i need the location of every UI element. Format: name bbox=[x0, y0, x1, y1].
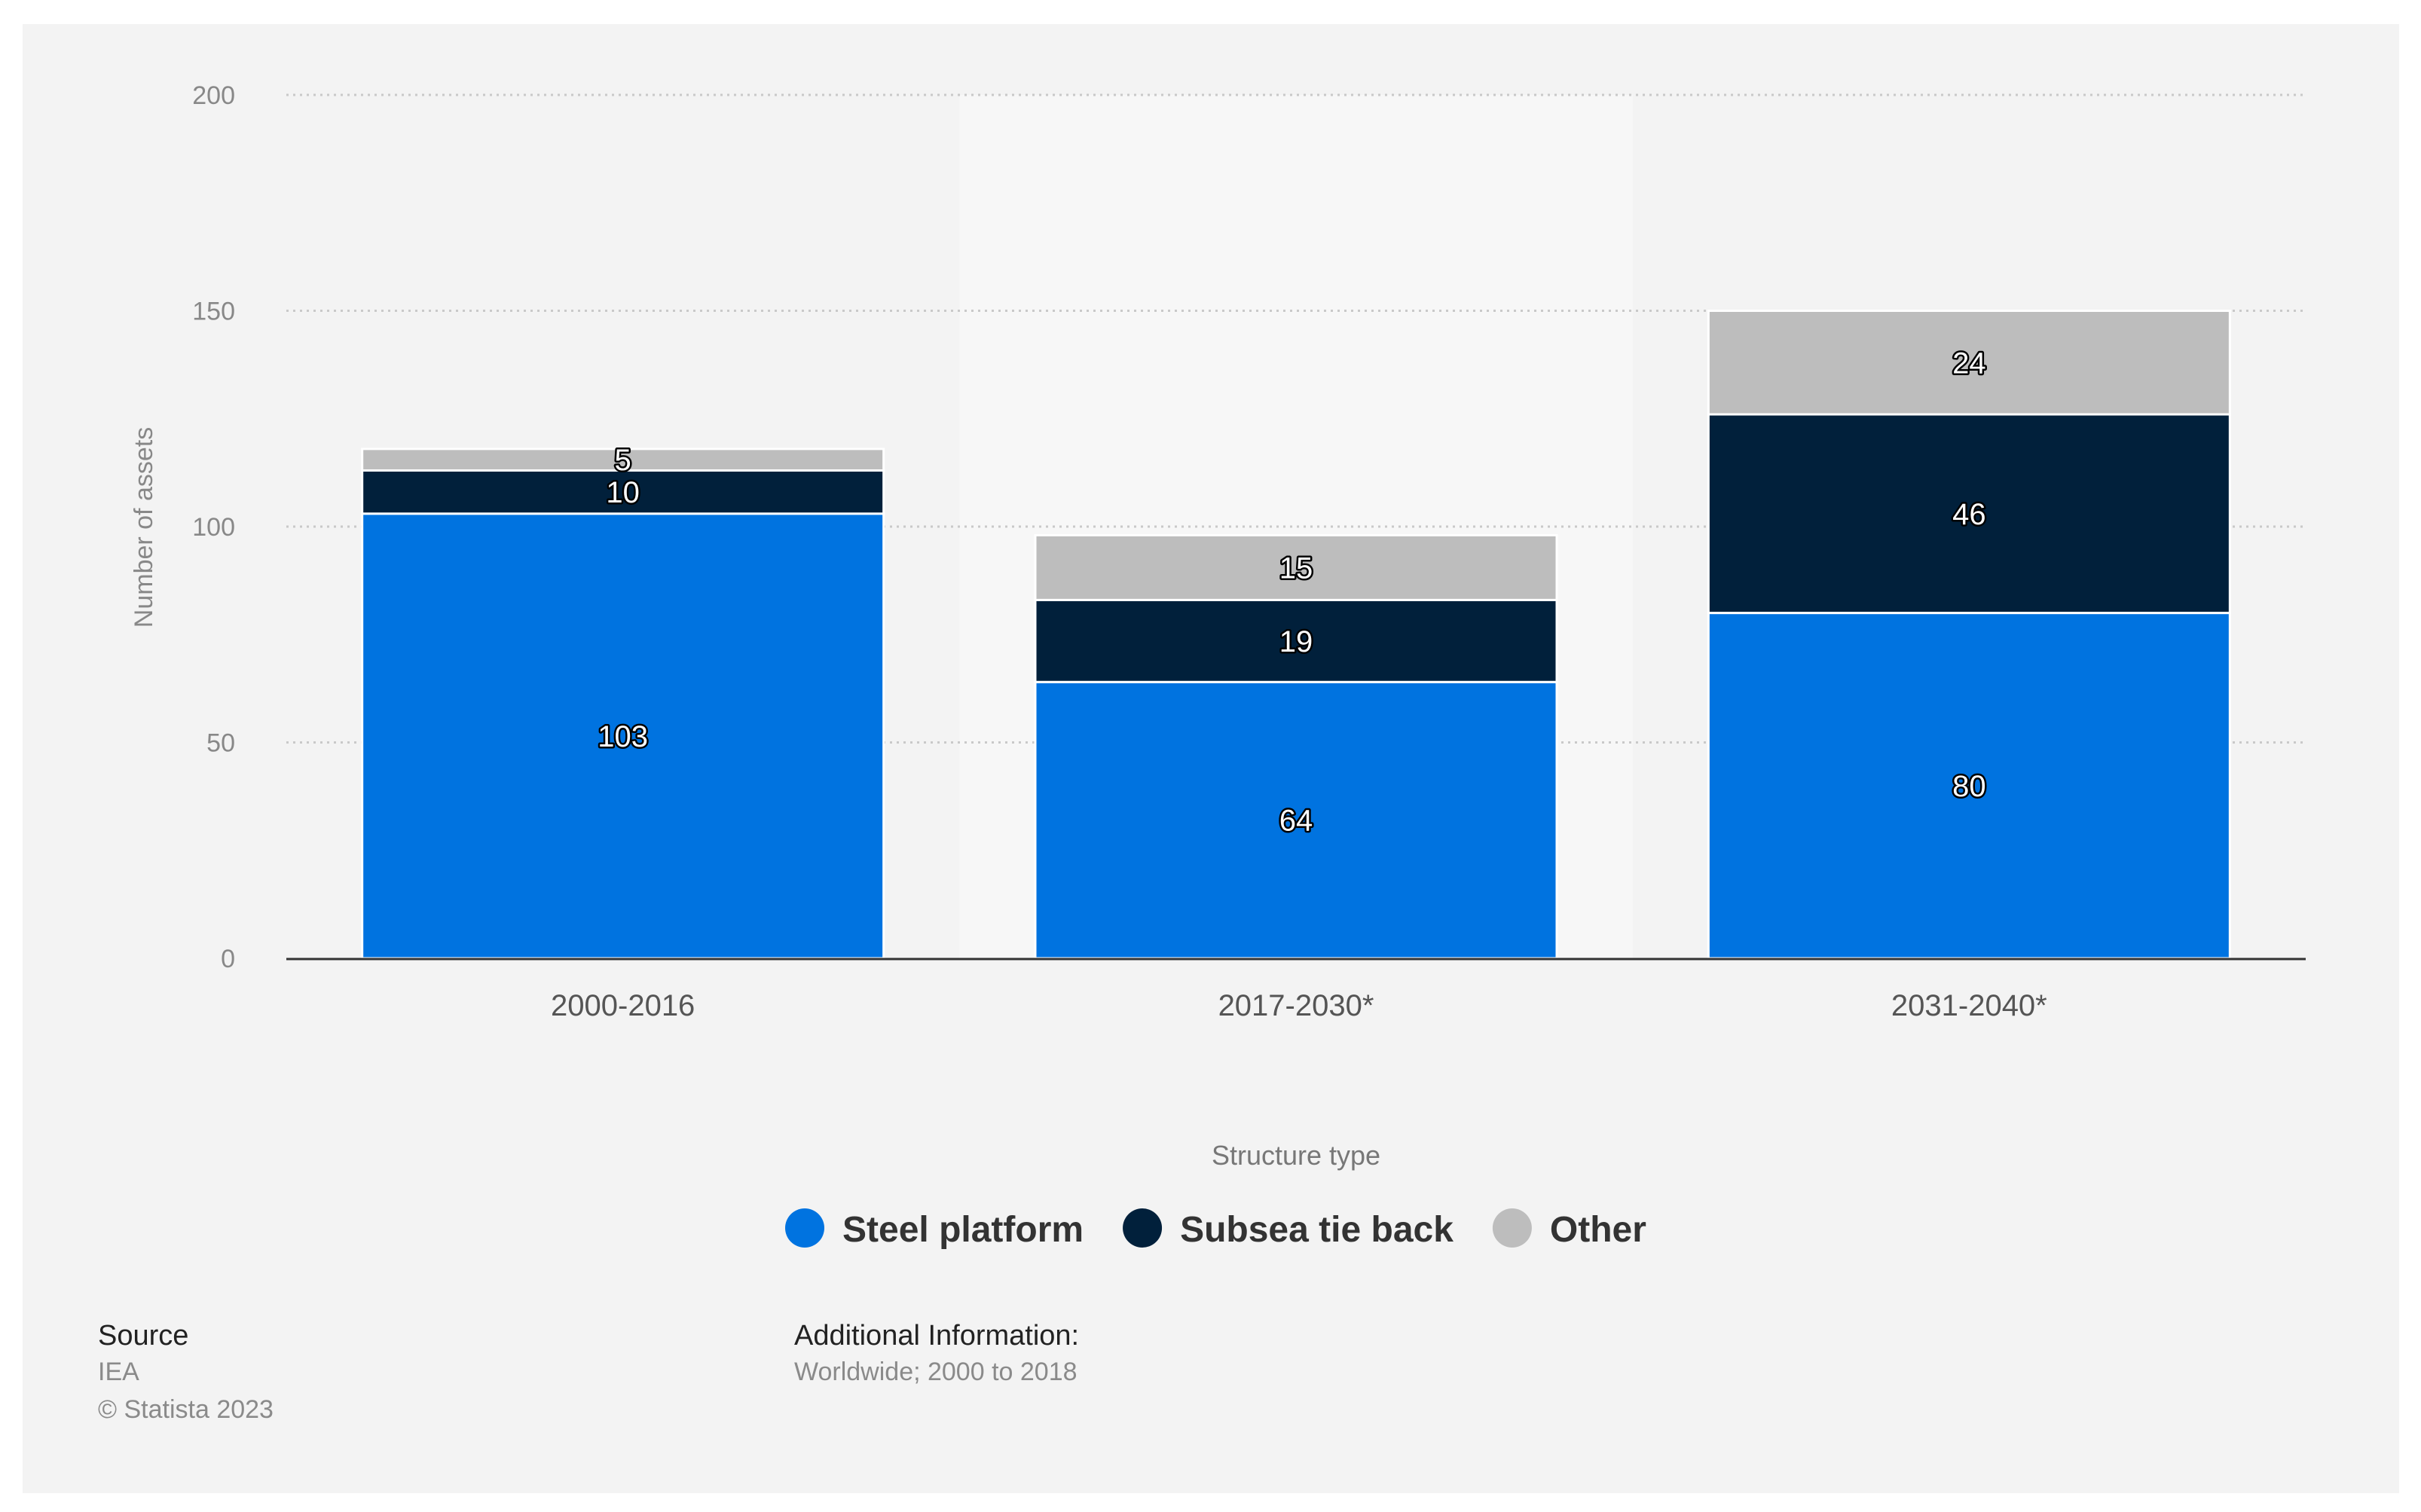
bar-segment bbox=[361, 447, 885, 472]
y-tick-label: 200 bbox=[192, 81, 235, 110]
bar-segment bbox=[1707, 413, 2231, 615]
y-axis-title: Number of assets bbox=[130, 427, 158, 628]
legend-marker bbox=[1123, 1208, 1163, 1248]
x-axis-ticks: 2000-2016 2017-2030* 2031-2040* bbox=[551, 989, 2047, 1022]
bar-segment bbox=[1034, 680, 1558, 960]
bar-segment bbox=[1034, 598, 1558, 683]
bar-segment bbox=[1034, 533, 1558, 601]
legend-marker bbox=[1492, 1208, 1532, 1248]
bar-segment bbox=[1707, 612, 2231, 960]
bars bbox=[361, 310, 2231, 960]
data-label: 103 bbox=[598, 720, 648, 753]
data-label: 24 bbox=[1952, 347, 1986, 380]
data-label: 46 bbox=[1952, 498, 1986, 531]
data-label: 10 bbox=[606, 476, 640, 509]
chart-frame: 0 50 100 150 200 103 10 5 64 19 15 80 46 24 2000-201… bbox=[23, 24, 2399, 1493]
legend-marker bbox=[785, 1208, 824, 1248]
source-name: IEA bbox=[98, 1358, 139, 1386]
additional-info-title: Additional Information: bbox=[794, 1320, 1080, 1352]
y-axis-ticks: 0 50 100 150 200 bbox=[192, 81, 235, 973]
data-label: 15 bbox=[1279, 551, 1313, 585]
data-label: 80 bbox=[1952, 770, 1986, 803]
data-label: 64 bbox=[1279, 805, 1313, 838]
bar-segment bbox=[361, 512, 885, 960]
y-tick-label: 0 bbox=[221, 945, 235, 973]
legend-label: Subsea tie back bbox=[1180, 1210, 1454, 1250]
bar-segment bbox=[1707, 310, 2231, 416]
source-block: Source IEA © Statista 2023 bbox=[98, 1318, 274, 1428]
y-tick-label: 100 bbox=[192, 513, 235, 542]
copyright: © Statista 2023 bbox=[98, 1395, 274, 1424]
y-tick-label: 150 bbox=[192, 298, 235, 326]
x-tick-label: 2017-2030* bbox=[1218, 989, 1374, 1022]
data-labels: 103 105 64 19 15 80 46 24 bbox=[596, 345, 1988, 839]
additional-info-text: Worldwide; 2000 to 2018 bbox=[794, 1358, 1078, 1386]
data-label: 19 bbox=[1279, 625, 1313, 658]
y-tick-label: 50 bbox=[206, 729, 235, 758]
x-axis-title: Structure type bbox=[1212, 1140, 1380, 1171]
additional-info-block: Additional Information: Worldwide; 2000 … bbox=[794, 1318, 1079, 1391]
data-label: 5 bbox=[615, 444, 631, 477]
legend-label: Steel platform bbox=[842, 1210, 1084, 1250]
stacked-bar-chart: 0 50 100 150 200 103 105 64 19 15 80 46 24 2000-201… bbox=[130, 81, 2306, 1250]
legend: Steel platform Subsea tie back Other bbox=[785, 1208, 1646, 1250]
x-tick-label: 2031-2040* bbox=[1891, 989, 2047, 1022]
x-tick-label: 2000-2016 bbox=[551, 989, 695, 1022]
legend-label: Other bbox=[1550, 1210, 1646, 1250]
source-title: Source bbox=[98, 1320, 189, 1352]
